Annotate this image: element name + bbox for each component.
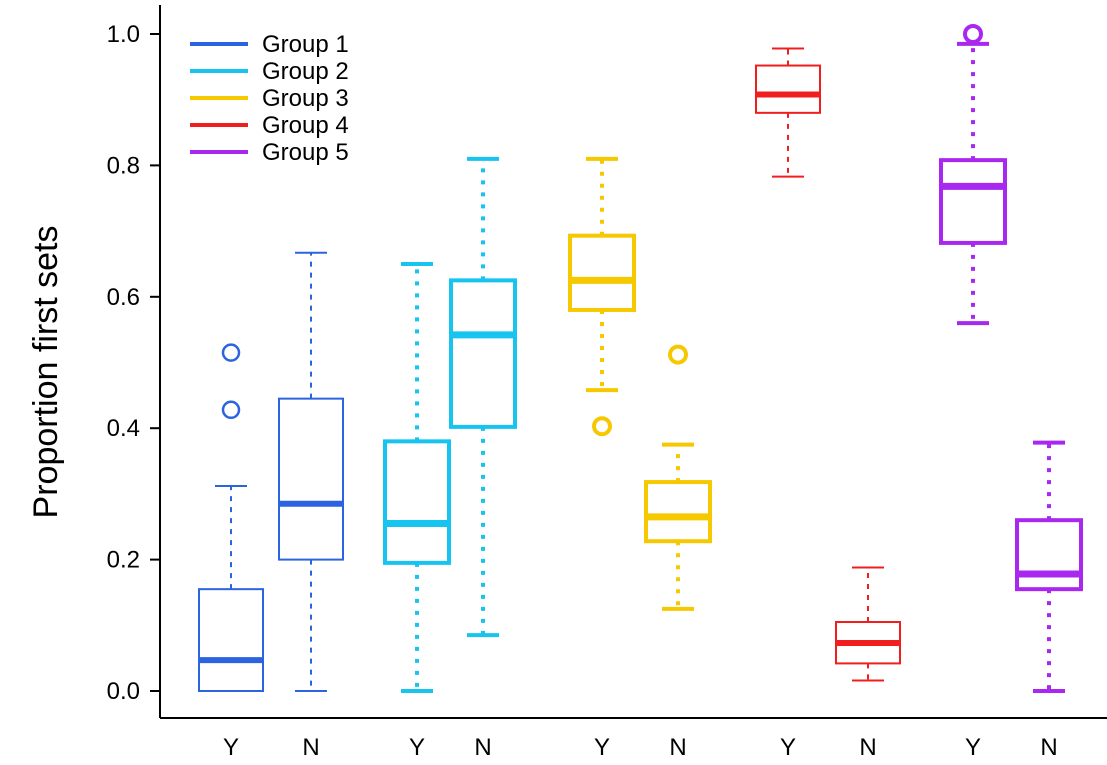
legend-item-1: Group 1 bbox=[190, 31, 349, 58]
box-group-3-y bbox=[568, 156, 636, 437]
box-group-2-n bbox=[449, 156, 517, 638]
outlier-point bbox=[221, 343, 241, 362]
box-group-4-n bbox=[835, 566, 901, 682]
y-axis-title: Proportion first sets bbox=[27, 226, 65, 519]
x-tick-label: N bbox=[302, 734, 319, 761]
iqr-box bbox=[278, 397, 344, 561]
outlier-point bbox=[963, 24, 983, 44]
x-tick-label: Y bbox=[965, 734, 981, 761]
legend-item-5: Group 5 bbox=[190, 139, 349, 166]
iqr-box bbox=[1015, 518, 1083, 592]
box-group-5-n bbox=[1015, 440, 1083, 693]
legend-label: Group 1 bbox=[262, 31, 349, 58]
iqr-box bbox=[383, 439, 451, 565]
iqr-box bbox=[449, 278, 517, 429]
outlier-point bbox=[668, 344, 688, 365]
x-tick-label: Y bbox=[409, 734, 425, 761]
x-tick-label: N bbox=[859, 734, 876, 761]
y-tick-label: 1.0 bbox=[107, 21, 140, 48]
y-axis: 0.0 0.2 0.4 0.6 0.8 1.0 bbox=[107, 21, 160, 705]
iqr-box bbox=[755, 64, 821, 114]
legend-label: Group 4 bbox=[262, 112, 349, 139]
iqr-box bbox=[644, 480, 712, 544]
plot-frame bbox=[159, 5, 1107, 719]
y-tick-label: 0.2 bbox=[107, 547, 140, 574]
box-group-3-n bbox=[644, 344, 712, 611]
box-group-1-y bbox=[198, 343, 264, 692]
box-group-5-y bbox=[939, 24, 1007, 326]
boxes bbox=[198, 24, 1083, 693]
y-tick-label: 0.4 bbox=[107, 415, 140, 442]
x-tick-label: Y bbox=[780, 734, 796, 761]
x-tick-label: N bbox=[1040, 734, 1057, 761]
legend-item-2: Group 2 bbox=[190, 58, 349, 85]
iqr-box bbox=[568, 233, 636, 312]
x-tick-label: N bbox=[669, 734, 686, 761]
outlier-point bbox=[592, 416, 612, 437]
legend-item-3: Group 3 bbox=[190, 85, 349, 112]
iqr-box bbox=[939, 158, 1007, 245]
box-group-4-y bbox=[755, 47, 821, 178]
box-group-1-n bbox=[278, 251, 344, 692]
y-tick-label: 0.8 bbox=[107, 152, 140, 179]
legend-label: Group 5 bbox=[262, 139, 349, 166]
x-tick-label: Y bbox=[223, 734, 239, 761]
legend-label: Group 3 bbox=[262, 85, 349, 112]
outlier-point bbox=[221, 400, 241, 420]
y-tick-label: 0.0 bbox=[107, 678, 140, 705]
x-tick-label: Y bbox=[594, 734, 610, 761]
y-tick-label: 0.6 bbox=[107, 284, 140, 311]
legend-item-4: Group 4 bbox=[190, 112, 349, 139]
iqr-box bbox=[198, 588, 264, 692]
legend-label: Group 2 bbox=[262, 58, 349, 85]
box-group-2-y bbox=[383, 261, 451, 693]
x-tick-label: N bbox=[474, 734, 491, 761]
